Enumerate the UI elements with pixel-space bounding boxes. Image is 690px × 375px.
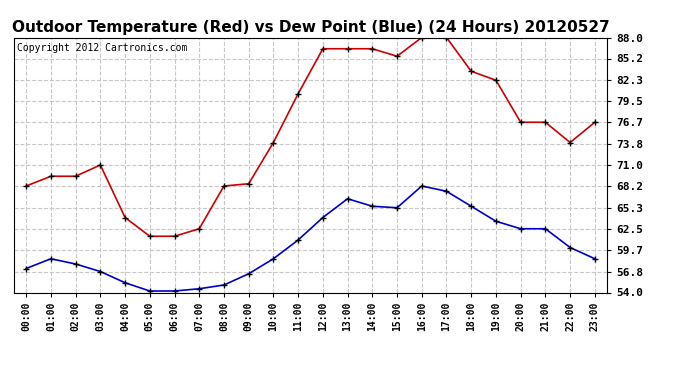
Text: Copyright 2012 Cartronics.com: Copyright 2012 Cartronics.com	[17, 43, 187, 52]
Title: Outdoor Temperature (Red) vs Dew Point (Blue) (24 Hours) 20120527: Outdoor Temperature (Red) vs Dew Point (…	[12, 20, 609, 35]
